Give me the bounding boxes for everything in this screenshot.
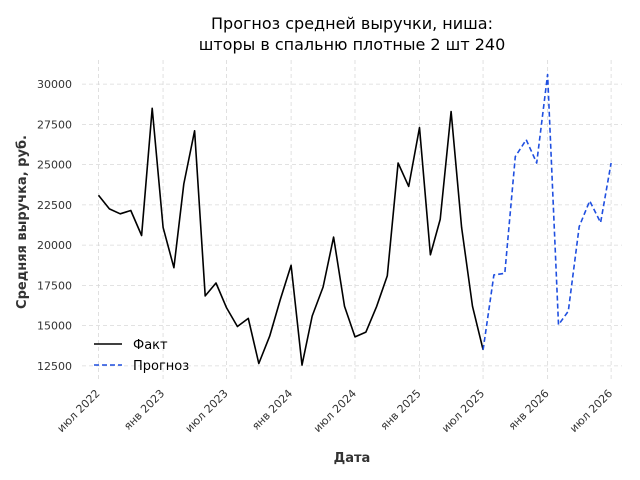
- y-tick-label: 22500: [37, 199, 72, 212]
- x-tick-label: янв 2024: [249, 387, 295, 433]
- y-tick-label: 25000: [37, 159, 72, 172]
- chart-title-line-1: Прогноз средней выручки, ниша:: [211, 14, 493, 33]
- x-tick-label: янв 2023: [121, 387, 167, 433]
- series-lines: [97, 73, 612, 366]
- x-tick-label: янв 2026: [506, 387, 552, 433]
- grid: [82, 60, 622, 382]
- series-line-fact: [97, 107, 484, 366]
- x-axis-label: Дата: [334, 451, 371, 466]
- legend: Факт Прогноз: [94, 338, 189, 374]
- legend-label-forecast: Прогноз: [133, 359, 189, 374]
- legend-label-fact: Факт: [133, 338, 168, 353]
- x-axis-ticks: июл 2022 янв 2023 июл 2023 янв 2024 июл 2024…: [55, 387, 616, 435]
- y-tick-label: 15000: [37, 320, 72, 333]
- y-tick-label: 27500: [37, 118, 72, 131]
- x-tick-label: янв 2025: [378, 387, 424, 433]
- y-tick-label: 17500: [37, 279, 72, 292]
- chart-title-line-2: шторы в спальню плотные 2 шт 240: [199, 35, 506, 54]
- y-axis-label: Средняя выручка, руб.: [15, 135, 30, 309]
- y-tick-label: 20000: [37, 239, 72, 252]
- series-line-forecast: [482, 73, 612, 350]
- x-tick-label: июл 2023: [183, 387, 231, 435]
- x-tick-label: июл 2024: [311, 387, 359, 435]
- y-tick-label: 30000: [37, 78, 72, 91]
- y-tick-label: 12500: [37, 360, 72, 373]
- y-axis-ticks: 12500 15000 17500 20000 22500 25000 27500 30000: [37, 78, 72, 373]
- x-tick-label: июл 2022: [55, 387, 103, 435]
- x-tick-label: июл 2025: [439, 387, 487, 435]
- x-tick-label: июл 2026: [567, 387, 615, 435]
